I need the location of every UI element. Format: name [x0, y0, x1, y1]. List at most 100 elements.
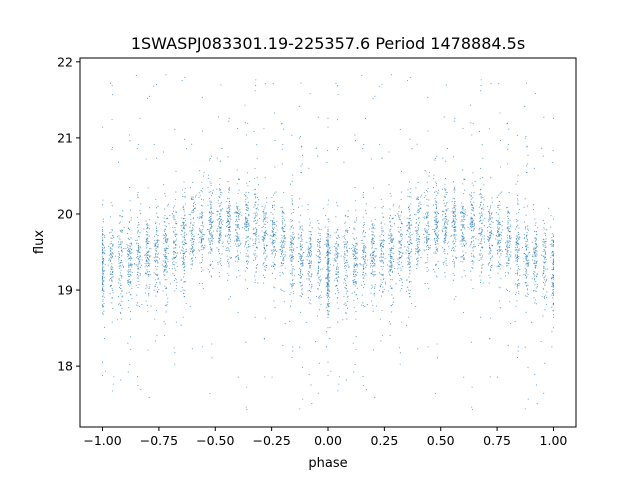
- data-point: [418, 254, 420, 256]
- data-point: [551, 236, 553, 239]
- data-point: [392, 241, 394, 243]
- data-point: [525, 255, 528, 257]
- data-point: [292, 211, 294, 214]
- data-point: [167, 203, 169, 205]
- data-point: [200, 246, 202, 248]
- data-point: [408, 221, 410, 223]
- data-point: [226, 210, 228, 212]
- data-point: [273, 223, 275, 225]
- data-point: [247, 250, 249, 252]
- data-point: [256, 236, 258, 238]
- data-point: [545, 261, 547, 263]
- data-point: [217, 228, 219, 230]
- data-point: [343, 256, 345, 258]
- data-point: [401, 285, 403, 287]
- data-point: [326, 250, 328, 253]
- data-point: [424, 236, 426, 239]
- data-point: [301, 244, 303, 246]
- data-point: [238, 219, 240, 221]
- data-point: [326, 282, 328, 284]
- data-point: [102, 258, 104, 260]
- data-point: [399, 250, 401, 253]
- data-point: [461, 224, 463, 226]
- data-point: [337, 271, 339, 273]
- data-point: [472, 219, 474, 221]
- data-point: [482, 282, 484, 284]
- data-point: [195, 256, 197, 259]
- data-point: [426, 270, 428, 272]
- data-point: [517, 279, 519, 282]
- data-point: [373, 224, 375, 226]
- data-point: [496, 265, 498, 267]
- data-point: [127, 282, 129, 284]
- data-point: [266, 201, 268, 203]
- data-point: [534, 302, 536, 304]
- data-point: [436, 241, 439, 243]
- data-point: [261, 205, 263, 207]
- data-point: [478, 220, 480, 222]
- data-point: [104, 249, 106, 251]
- data-point: [506, 240, 508, 242]
- data-point: [507, 248, 509, 250]
- data-point: [444, 177, 447, 179]
- data-point: [176, 265, 178, 268]
- data-point: [184, 214, 186, 216]
- data-point: [472, 210, 474, 212]
- data-point: [335, 82, 337, 84]
- data-point: [201, 230, 203, 232]
- data-point: [248, 225, 250, 227]
- data-point: [298, 274, 300, 276]
- data-point: [452, 279, 454, 281]
- data-point: [148, 250, 150, 252]
- data-point: [201, 256, 203, 259]
- data-point: [129, 318, 131, 320]
- data-point: [481, 215, 483, 217]
- data-point: [372, 242, 374, 244]
- data-point: [486, 227, 489, 229]
- data-point: [128, 248, 130, 250]
- data-point: [544, 245, 546, 247]
- data-point: [394, 268, 396, 270]
- data-point: [193, 248, 195, 251]
- data-point: [246, 207, 248, 209]
- data-point: [148, 224, 150, 226]
- data-point: [128, 229, 130, 231]
- data-point: [509, 256, 511, 258]
- data-point: [490, 215, 492, 217]
- data-point: [136, 239, 138, 241]
- data-point: [272, 232, 275, 234]
- data-point: [408, 316, 410, 318]
- data-point: [399, 275, 401, 277]
- data-point: [273, 256, 275, 258]
- data-point: [210, 239, 212, 241]
- data-point: [438, 189, 440, 191]
- data-point: [363, 271, 365, 273]
- data-point: [256, 230, 258, 232]
- data-point: [398, 231, 400, 233]
- data-point: [488, 274, 490, 276]
- data-point: [417, 239, 419, 241]
- data-point: [174, 242, 176, 244]
- data-point: [527, 265, 530, 267]
- data-point: [102, 312, 104, 314]
- data-point: [137, 264, 139, 266]
- data-point: [247, 225, 249, 228]
- data-point: [146, 260, 148, 262]
- data-point: [308, 284, 311, 286]
- data-point: [225, 234, 227, 236]
- data-point: [191, 196, 193, 198]
- data-point: [415, 305, 417, 308]
- data-point: [263, 238, 265, 240]
- data-point: [309, 222, 312, 224]
- data-point: [236, 227, 238, 229]
- data-point: [344, 265, 346, 267]
- data-point: [409, 262, 411, 264]
- data-point: [550, 256, 552, 258]
- data-point: [497, 239, 499, 241]
- data-point: [254, 279, 256, 281]
- data-point: [222, 246, 224, 248]
- data-point: [281, 206, 283, 208]
- data-point: [181, 79, 183, 82]
- data-point: [315, 147, 317, 149]
- data-point: [381, 226, 383, 228]
